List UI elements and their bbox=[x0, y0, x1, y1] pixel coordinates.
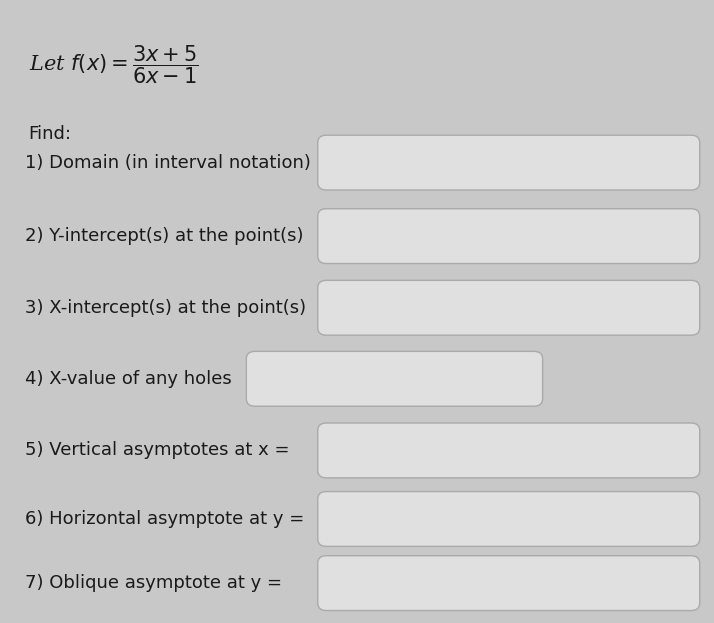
FancyBboxPatch shape bbox=[318, 556, 700, 611]
Text: 5) Vertical asymptotes at x =: 5) Vertical asymptotes at x = bbox=[25, 442, 289, 459]
Text: 3) X-intercept(s) at the point(s): 3) X-intercept(s) at the point(s) bbox=[25, 299, 306, 316]
Text: 6) Horizontal asymptote at y =: 6) Horizontal asymptote at y = bbox=[25, 510, 304, 528]
Text: 2) Y-intercept(s) at the point(s): 2) Y-intercept(s) at the point(s) bbox=[25, 227, 303, 245]
FancyBboxPatch shape bbox=[318, 280, 700, 335]
FancyBboxPatch shape bbox=[318, 135, 700, 190]
FancyBboxPatch shape bbox=[246, 351, 543, 406]
Text: Let $f(x) = \dfrac{3x+5}{6x-1}$: Let $f(x) = \dfrac{3x+5}{6x-1}$ bbox=[29, 44, 198, 86]
FancyBboxPatch shape bbox=[318, 423, 700, 478]
Text: Find:: Find: bbox=[29, 125, 71, 143]
Text: 4) X-value of any holes: 4) X-value of any holes bbox=[25, 370, 232, 388]
FancyBboxPatch shape bbox=[318, 492, 700, 546]
Text: 7) Oblique asymptote at y =: 7) Oblique asymptote at y = bbox=[25, 574, 282, 592]
Text: 1) Domain (in interval notation): 1) Domain (in interval notation) bbox=[25, 154, 311, 171]
FancyBboxPatch shape bbox=[318, 209, 700, 264]
